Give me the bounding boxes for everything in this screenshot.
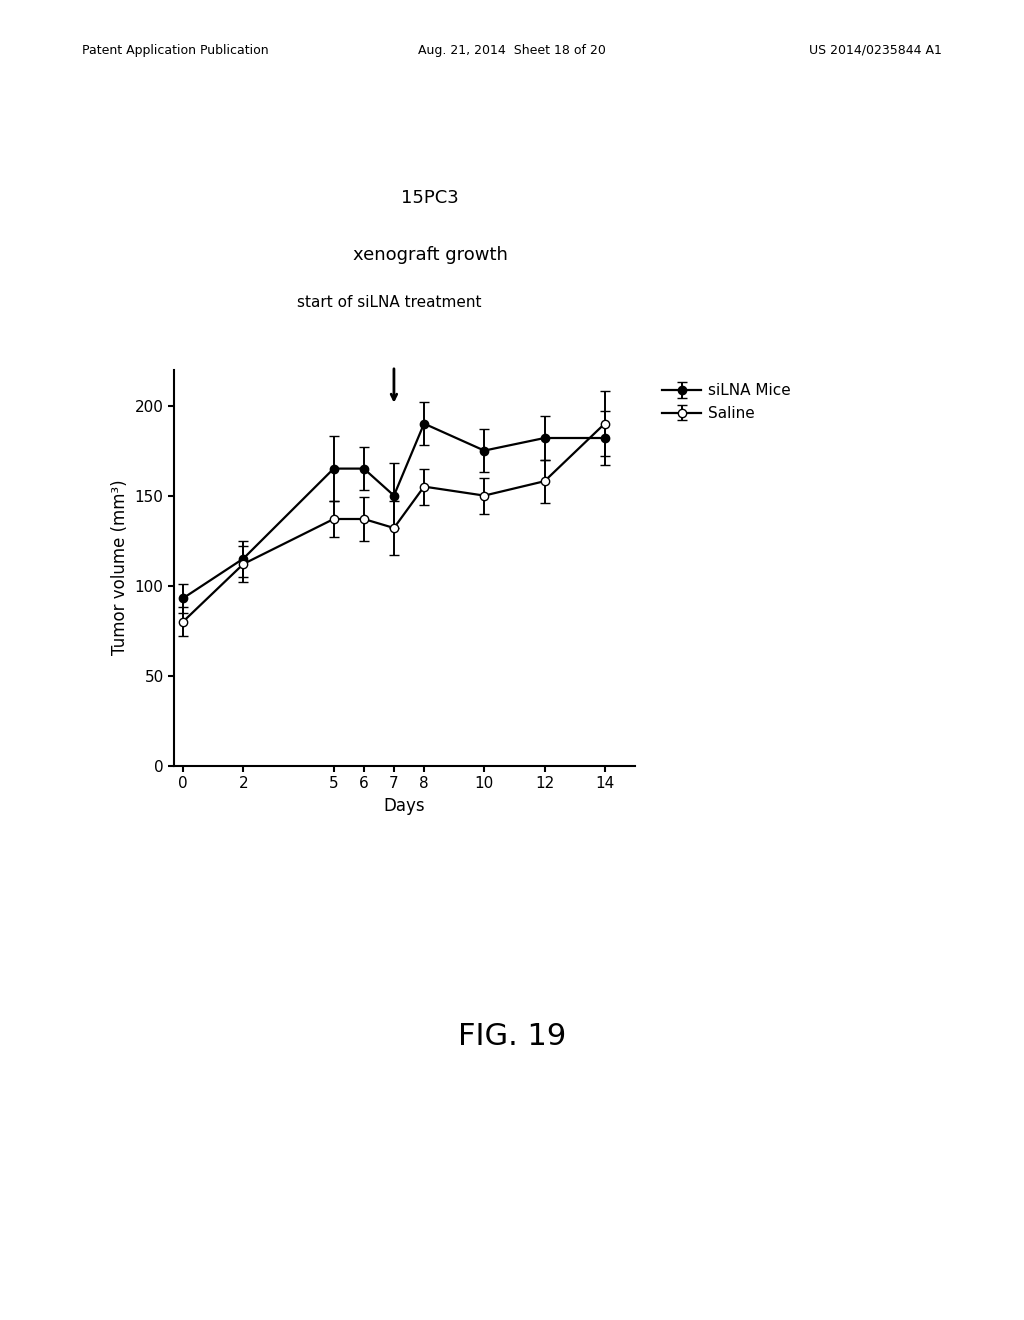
- Text: US 2014/0235844 A1: US 2014/0235844 A1: [809, 44, 942, 57]
- Text: xenograft growth: xenograft growth: [352, 246, 508, 264]
- Text: FIG. 19: FIG. 19: [458, 1022, 566, 1051]
- Y-axis label: Tumor volume (mm³): Tumor volume (mm³): [112, 479, 129, 656]
- Text: start of siLNA treatment: start of siLNA treatment: [297, 296, 481, 310]
- X-axis label: Days: Days: [384, 796, 425, 814]
- Text: 15PC3: 15PC3: [401, 189, 459, 207]
- Text: Aug. 21, 2014  Sheet 18 of 20: Aug. 21, 2014 Sheet 18 of 20: [418, 44, 606, 57]
- Text: Patent Application Publication: Patent Application Publication: [82, 44, 268, 57]
- Legend: siLNA Mice, Saline: siLNA Mice, Saline: [656, 378, 797, 428]
